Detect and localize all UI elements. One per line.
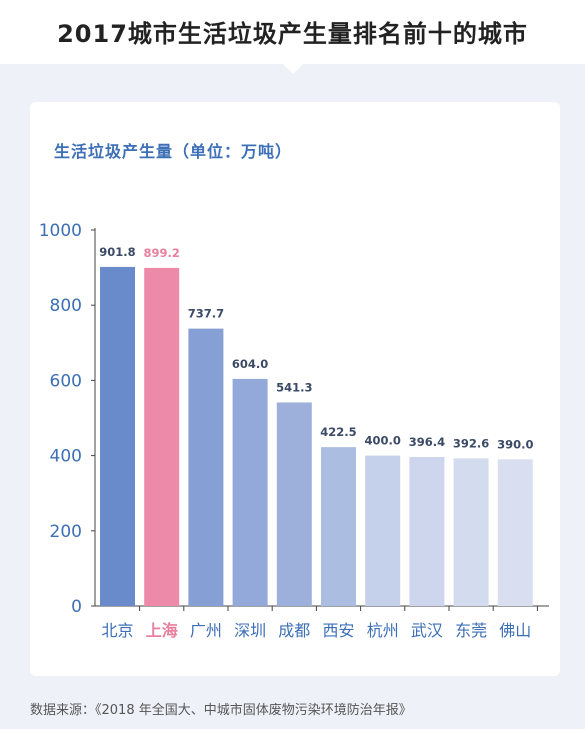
category-label: 广州 (190, 621, 222, 640)
y-tick-label: 1000 (39, 221, 82, 241)
page-title: 2017城市生活垃圾产生量排名前十的城市 (57, 20, 528, 48)
data-label: 390.0 (497, 437, 533, 451)
data-label: 422.5 (320, 425, 356, 439)
data-label: 899.2 (144, 246, 180, 260)
y-tick-label: 0 (71, 597, 82, 617)
data-label: 541.3 (276, 380, 312, 394)
category-label: 东莞 (455, 621, 487, 640)
bar-北京 (100, 266, 135, 606)
y-tick-label: 800 (50, 296, 82, 316)
bar-深圳 (232, 378, 268, 606)
bar-佛山 (497, 459, 533, 606)
data-label: 396.4 (409, 435, 445, 449)
bar-西安 (321, 447, 356, 606)
y-tick-label: 600 (50, 371, 82, 391)
category-label: 杭州 (367, 621, 399, 640)
data-label: 392.6 (453, 436, 489, 450)
header-pointer (282, 63, 304, 74)
header-bar: 2017城市生活垃圾产生量排名前十的城市 (0, 0, 585, 64)
category-label: 武汉 (411, 621, 443, 640)
bar-杭州 (365, 455, 401, 606)
bar-成都 (276, 402, 312, 606)
category-label: 深圳 (234, 621, 266, 640)
data-label: 901.8 (99, 245, 135, 259)
chart-title: 生活垃圾产生量（单位：万吨） (54, 142, 293, 161)
y-tick-label: 400 (50, 447, 82, 467)
category-label: 成都 (278, 621, 310, 640)
data-label: 400.0 (365, 434, 401, 448)
category-label: 佛山 (499, 621, 531, 640)
data-source-note: 数据来源：《2018 年全国大、中城市固体废物污染环境防治年报》 (30, 703, 412, 718)
y-tick-label: 200 (50, 522, 82, 542)
bar-武汉 (409, 456, 445, 606)
category-label: 西安 (322, 621, 354, 640)
category-label: 北京 (101, 621, 133, 640)
data-label: 604.0 (232, 357, 268, 371)
data-label: 737.7 (188, 307, 224, 321)
category-label: 上海 (146, 621, 178, 640)
bar-东莞 (453, 458, 489, 606)
bar-广州 (188, 328, 224, 606)
bar-上海 (144, 267, 180, 606)
